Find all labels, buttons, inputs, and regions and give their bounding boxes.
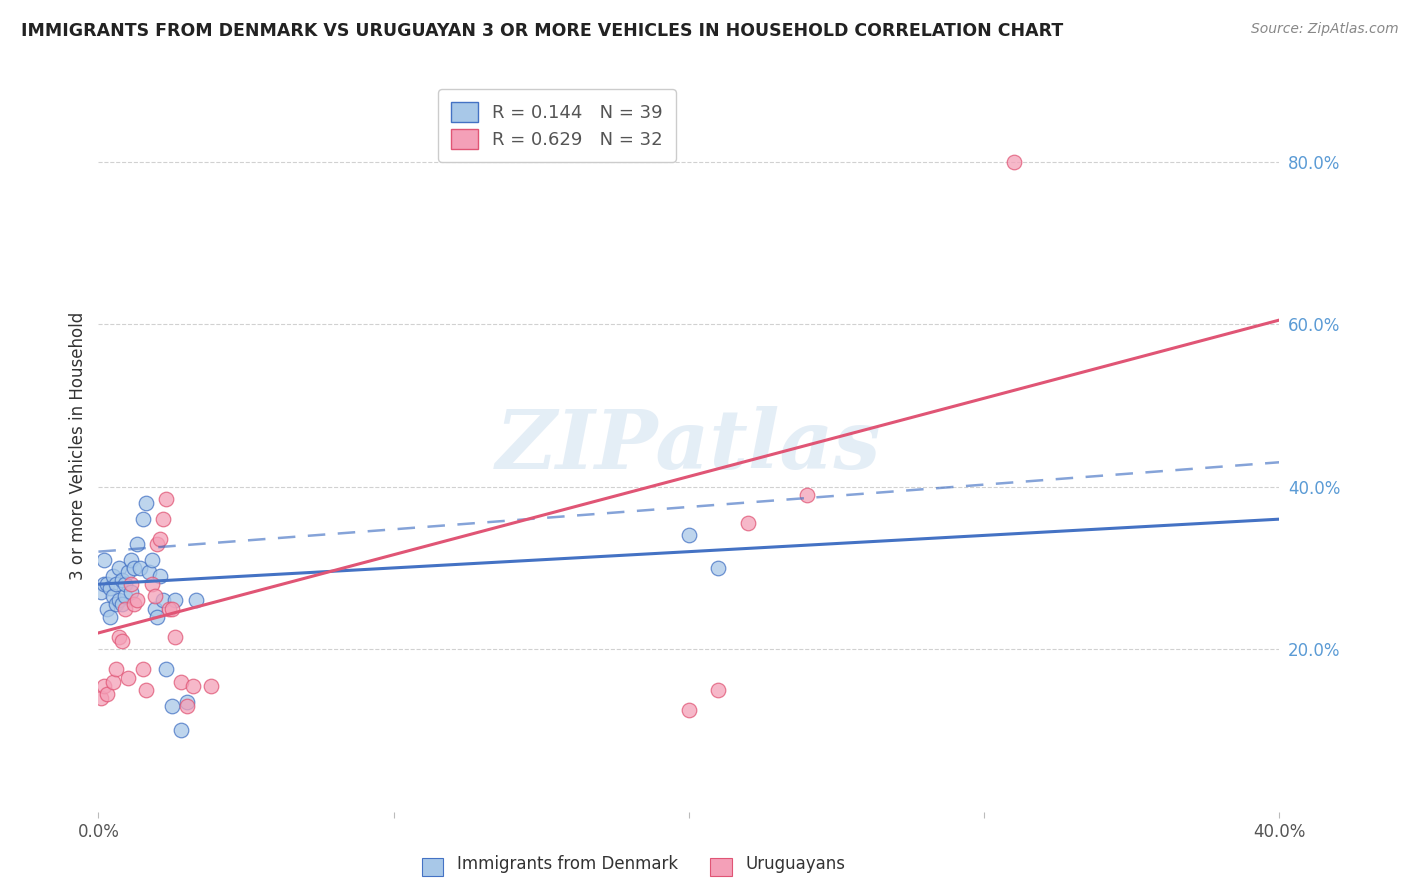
Point [120, 577, 142, 591]
Point [96, 577, 118, 591]
Point [108, 630, 131, 644]
Point [149, 569, 172, 583]
Point [125, 536, 148, 550]
Point [146, 609, 169, 624]
Point [122, 561, 145, 575]
Point [103, 674, 125, 689]
Point [132, 512, 155, 526]
Point [103, 590, 125, 604]
Point [165, 630, 187, 644]
Point [117, 565, 139, 579]
Point [143, 601, 166, 615]
Point [176, 695, 198, 709]
Point [117, 671, 139, 685]
Text: Source: ZipAtlas.com: Source: ZipAtlas.com [1251, 22, 1399, 37]
Point [108, 561, 131, 575]
Point [90, 585, 112, 599]
Point [141, 577, 163, 591]
Point [678, 528, 700, 542]
Point [105, 577, 128, 591]
Point [707, 561, 730, 575]
Point [114, 590, 136, 604]
Point [114, 601, 136, 615]
Point [111, 634, 134, 648]
Point [98, 609, 121, 624]
Text: Uruguayans: Uruguayans [745, 855, 845, 873]
Point [181, 679, 204, 693]
Point [707, 682, 730, 697]
Point [114, 577, 136, 591]
Text: Immigrants from Denmark: Immigrants from Denmark [457, 855, 678, 873]
Point [120, 553, 142, 567]
Text: ZIPatlas: ZIPatlas [496, 406, 882, 486]
Point [152, 593, 174, 607]
Point [162, 699, 183, 714]
Point [737, 516, 759, 531]
Point [138, 565, 160, 579]
Point [105, 598, 128, 612]
Point [93, 679, 115, 693]
Point [111, 573, 134, 587]
Point [135, 682, 157, 697]
Point [200, 679, 222, 693]
Point [105, 663, 128, 677]
Point [90, 690, 112, 705]
Point [120, 585, 142, 599]
Point [155, 491, 177, 506]
Point [98, 581, 121, 595]
Point [103, 569, 125, 583]
Point [157, 601, 180, 615]
Point [149, 533, 172, 547]
Point [93, 553, 115, 567]
Point [128, 561, 150, 575]
Point [155, 663, 177, 677]
Point [135, 496, 157, 510]
Legend: R = 0.144   N = 39, R = 0.629   N = 32: R = 0.144 N = 39, R = 0.629 N = 32 [439, 89, 675, 161]
Point [184, 593, 207, 607]
Point [111, 598, 134, 612]
Point [152, 512, 174, 526]
Point [143, 590, 166, 604]
Point [122, 598, 145, 612]
Point [678, 703, 700, 717]
Point [162, 601, 183, 615]
Point [108, 593, 131, 607]
Point [176, 699, 198, 714]
Point [796, 488, 818, 502]
Point [146, 536, 169, 550]
Point [96, 687, 118, 701]
Point [125, 593, 148, 607]
Point [170, 674, 193, 689]
Point [96, 601, 118, 615]
Point [141, 553, 163, 567]
Point [170, 723, 193, 738]
Point [165, 593, 187, 607]
Point [93, 577, 115, 591]
Y-axis label: 3 or more Vehicles in Household: 3 or more Vehicles in Household [69, 312, 87, 580]
Point [1002, 154, 1025, 169]
Text: IMMIGRANTS FROM DENMARK VS URUGUAYAN 3 OR MORE VEHICLES IN HOUSEHOLD CORRELATION: IMMIGRANTS FROM DENMARK VS URUGUAYAN 3 O… [21, 22, 1063, 40]
Point [132, 663, 155, 677]
